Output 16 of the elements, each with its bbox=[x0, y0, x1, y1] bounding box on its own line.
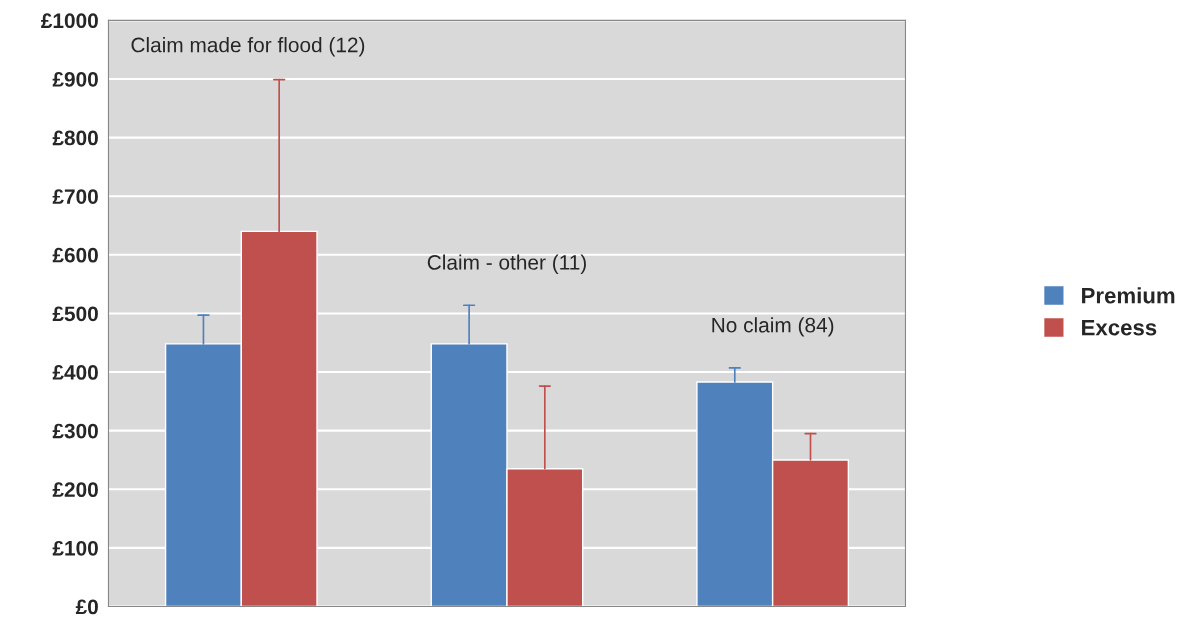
y-tick-label: £300 bbox=[52, 423, 98, 439]
y-tick-label: £200 bbox=[52, 482, 98, 498]
y-tick-label: £800 bbox=[52, 130, 98, 146]
y-tick-label: £700 bbox=[52, 189, 98, 204]
annotation: No claim (84) bbox=[712, 317, 834, 337]
legend-label: Premium bbox=[1082, 287, 1175, 304]
y-tick-label: £100 bbox=[52, 540, 98, 556]
y-tick-label: £0 bbox=[75, 599, 98, 615]
y-tick-label: £900 bbox=[52, 71, 98, 87]
legend-label: Excess bbox=[1082, 319, 1157, 336]
annotation: Claim made for flood (12) bbox=[131, 37, 365, 57]
y-tick-label: £400 bbox=[52, 365, 98, 380]
y-tick-label: £500 bbox=[52, 306, 98, 322]
y-tick-label: £1000 bbox=[41, 13, 98, 29]
annotation: Claim - other (11) bbox=[427, 254, 586, 274]
y-tick-label: £600 bbox=[52, 247, 98, 263]
